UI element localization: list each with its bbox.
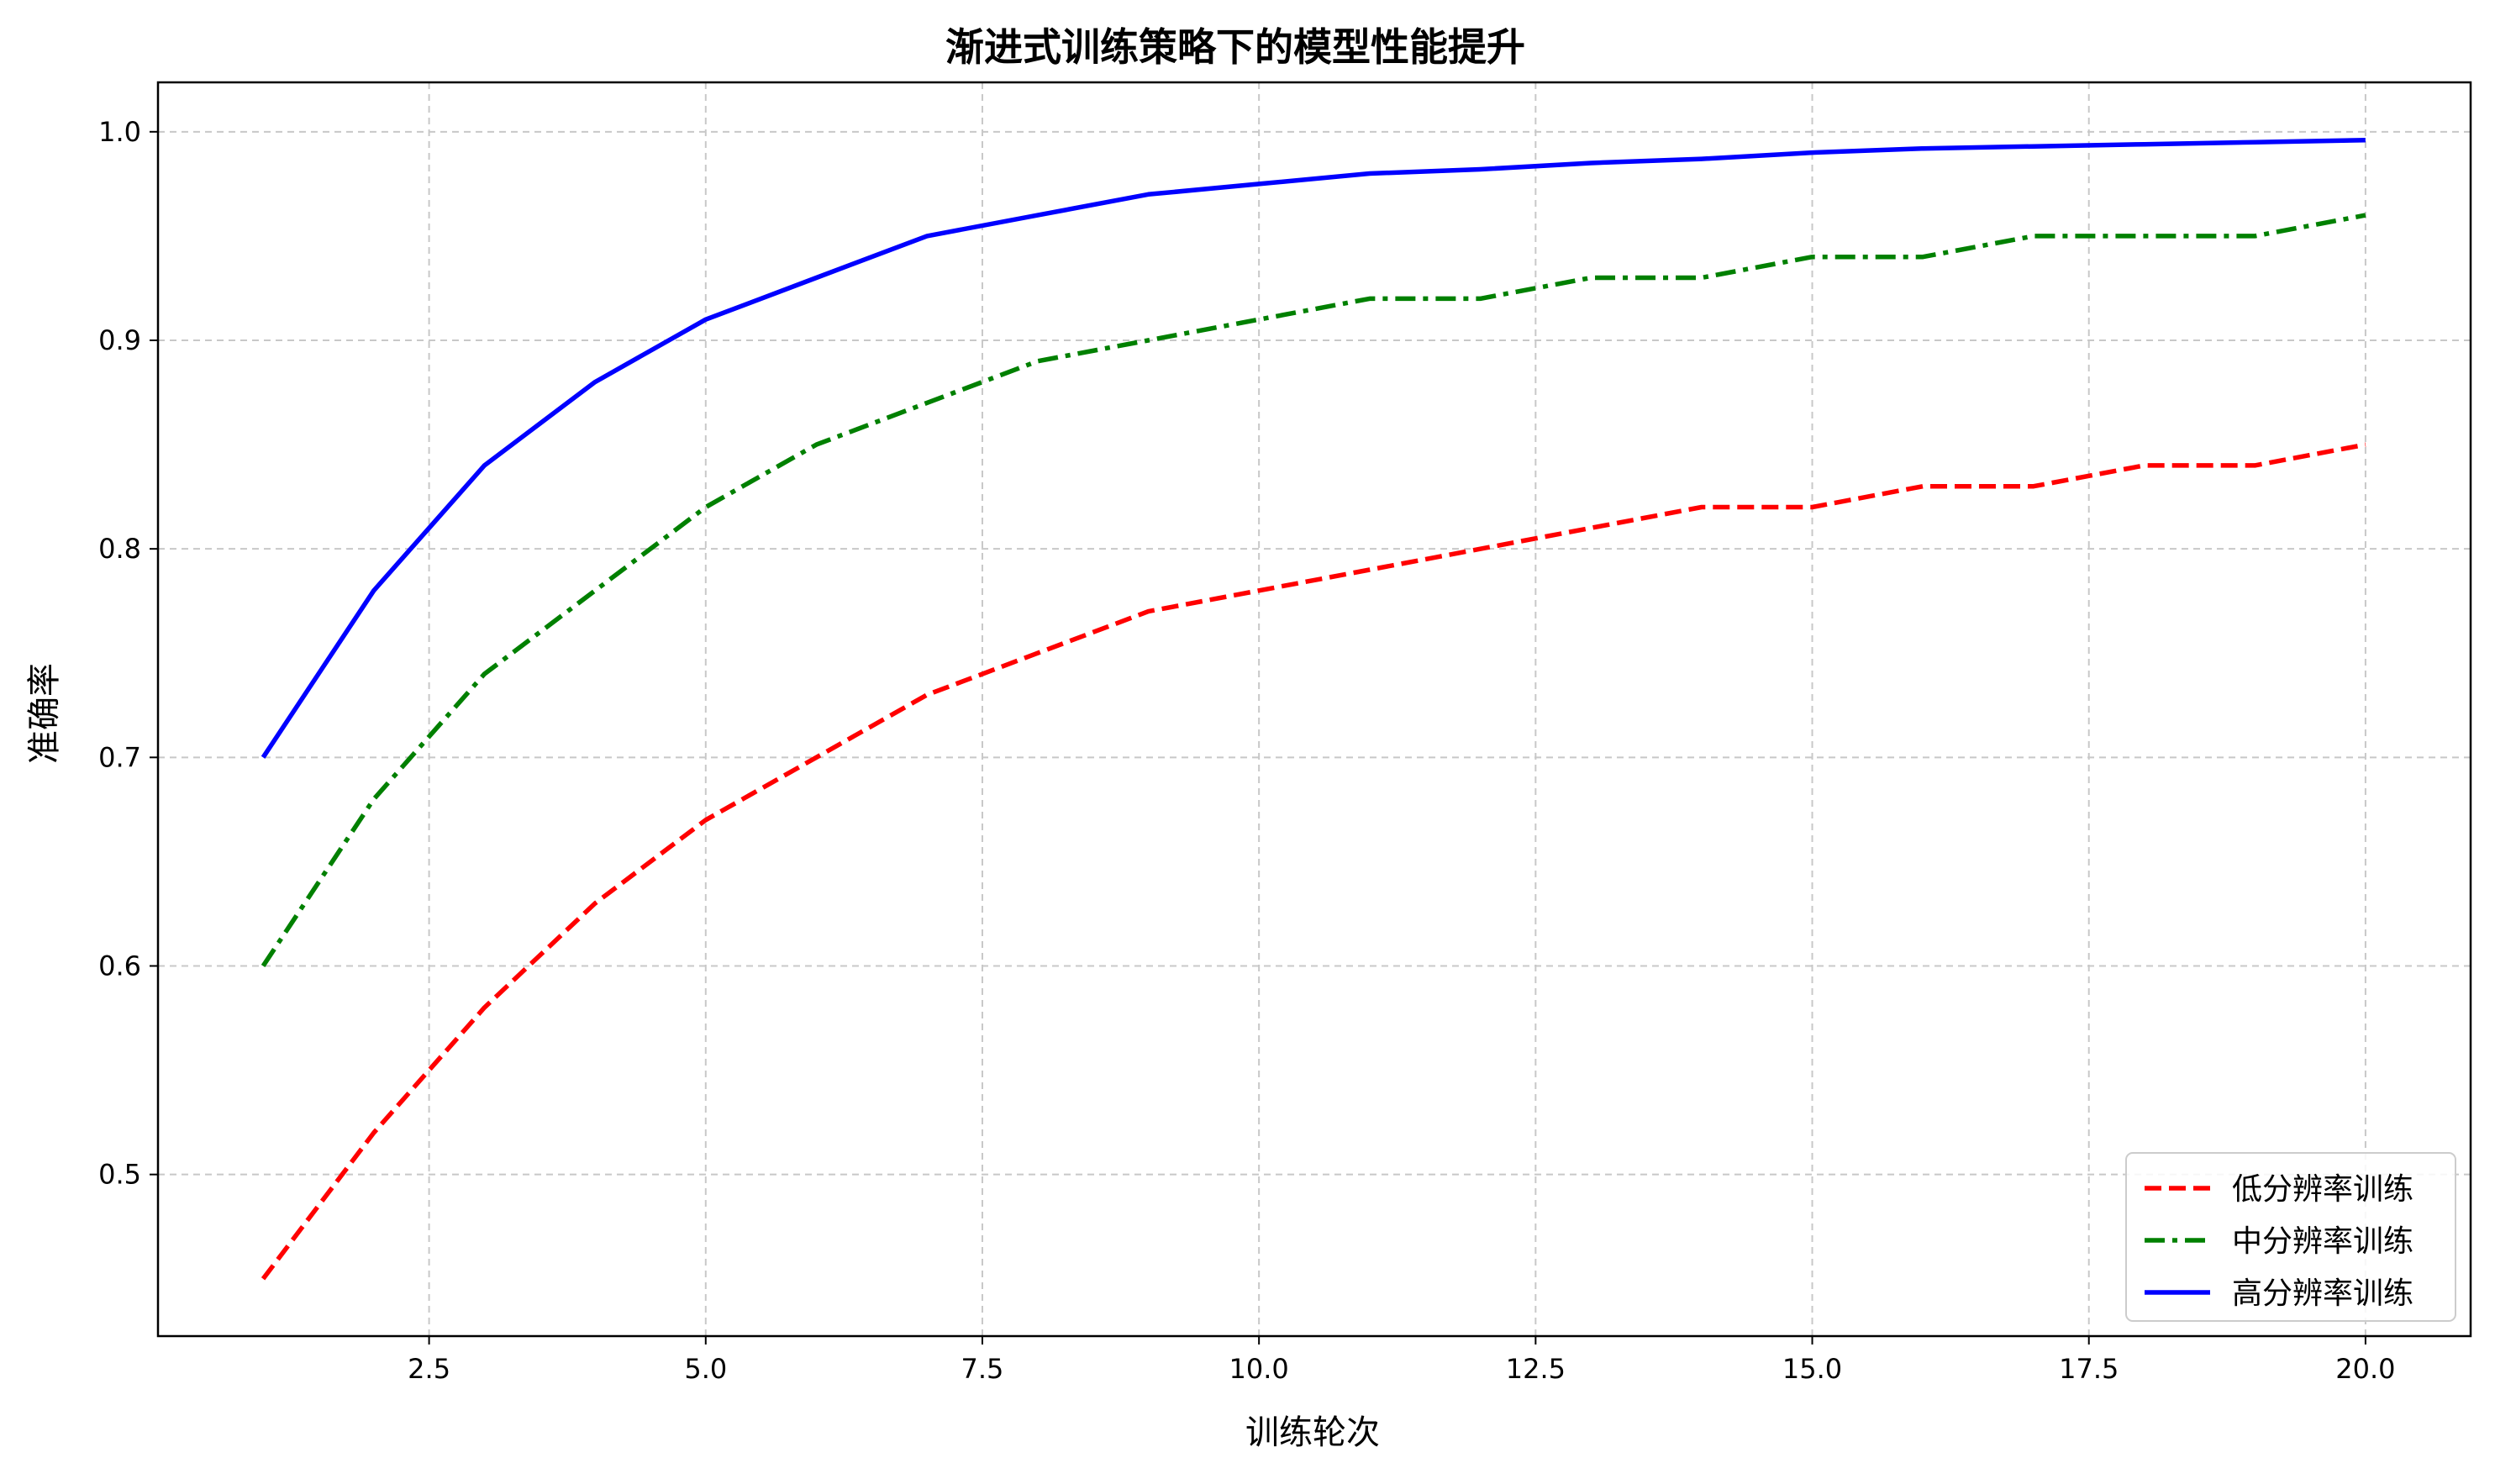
x-axis-title: 训练轮次 [1245, 1413, 1380, 1452]
series-lines [261, 137, 2366, 1281]
x-tick-label: 20.0 [2335, 1353, 2395, 1385]
chart-title: 渐进式训练策略下的模型性能提升 [945, 24, 1525, 70]
series-line-1 [261, 442, 2366, 1281]
series-line-3 [261, 137, 2366, 759]
x-tick-label: 7.5 [961, 1353, 1004, 1385]
y-tick-label: 0.5 [98, 1159, 141, 1191]
x-tick-label: 12.5 [1506, 1353, 1566, 1385]
y-tick-label: 0.7 [98, 741, 141, 773]
x-axis-ticks: 2.5 5.0 7.5 10.0 12.5 15.0 17.5 20.0 [408, 1336, 2396, 1385]
y-axis-ticks: 0.5 0.6 0.7 0.8 0.9 1.0 [98, 116, 158, 1191]
y-tick-label: 0.8 [98, 533, 141, 565]
legend-label: 中分辨率训练 [2232, 1224, 2413, 1259]
y-tick-label: 0.6 [98, 950, 141, 981]
legend-box [2125, 1152, 2456, 1322]
series-line-2 [261, 213, 2366, 968]
y-tick-label: 1.0 [98, 116, 141, 148]
x-tick-label: 17.5 [2059, 1353, 2119, 1385]
y-tick-label: 0.9 [98, 324, 141, 356]
x-tick-label: 15.0 [1782, 1353, 1842, 1385]
x-tick-label: 2.5 [408, 1353, 450, 1385]
legend-label: 低分辨率训练 [2232, 1172, 2413, 1207]
x-tick-label: 5.0 [684, 1353, 727, 1385]
x-tick-label: 10.0 [1229, 1353, 1289, 1385]
plot-frame [156, 81, 2472, 1338]
legend-label: 高分辨率训练 [2232, 1276, 2413, 1311]
y-axis-title: 准确率 [25, 663, 64, 764]
grid-lines [158, 82, 2471, 1336]
